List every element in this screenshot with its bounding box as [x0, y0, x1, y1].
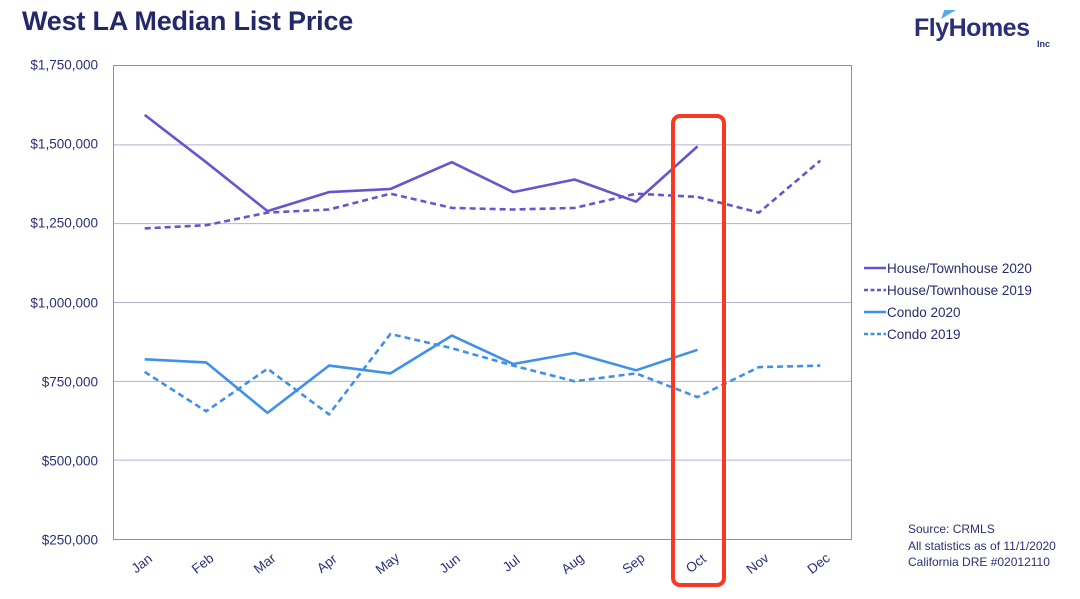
solid-line-icon: [864, 266, 886, 270]
highlight-box-oct: [670, 114, 726, 587]
x-axis-label-jan: Jan: [128, 550, 155, 577]
series-line-condo-2019: [145, 334, 821, 414]
legend-label: Condo 2020: [887, 304, 961, 320]
y-axis-label: $1,750,000: [30, 57, 98, 73]
flyhomes-logo-suffix: Inc: [1036, 39, 1050, 49]
solid-line-icon: [864, 310, 886, 314]
source-line: All statistics as of 11/1/2020: [908, 538, 1056, 553]
y-axis-label: $250,000: [41, 532, 98, 548]
flyhomes-logo: FlyHomes Inc: [914, 10, 1054, 50]
flyhomes-logo-text: FlyHomes: [914, 14, 1030, 42]
x-axis-label-apr: Apr: [313, 551, 340, 576]
y-axis-label: $500,000: [41, 453, 98, 469]
x-axis-label-jul: Jul: [500, 552, 523, 575]
chart-canvas: [114, 66, 851, 539]
flyhomes-flag-icon: [941, 10, 956, 19]
dashed-line-icon: [864, 288, 886, 292]
legend-label: House/Townhouse 2020: [887, 260, 1032, 276]
legend-item: House/Townhouse 2020: [864, 257, 1032, 279]
source-line: Source: CRMLS: [908, 522, 995, 536]
legend-item: Condo 2019: [864, 323, 1032, 345]
x-axis-label-dec: Dec: [804, 550, 833, 577]
chart-plot-area: [113, 65, 852, 540]
legend-label: Condo 2019: [887, 326, 961, 342]
x-axis-label-sep: Sep: [619, 550, 649, 577]
page-title: West LA Median List Price: [22, 6, 354, 36]
chart-legend: House/Townhouse 2020 House/Townhouse 2019…: [864, 257, 1032, 345]
x-axis-label-mar: Mar: [250, 550, 279, 577]
y-axis-label: $1,500,000: [30, 136, 98, 152]
x-axis-label-may: May: [372, 549, 403, 578]
x-axis-label-aug: Aug: [558, 550, 587, 577]
y-axis-label: $750,000: [41, 374, 98, 390]
series-line-condo-2020: [145, 336, 698, 413]
source-note: Source: CRMLS All statistics as of 11/1/2…: [908, 521, 1056, 571]
legend-item: House/Townhouse 2019: [864, 279, 1032, 301]
x-axis-label-nov: Nov: [743, 550, 772, 577]
legend-label: House/Townhouse 2019: [887, 282, 1032, 298]
dashed-line-icon: [864, 332, 886, 336]
y-axis-label: $1,250,000: [30, 215, 98, 231]
source-line: California DRE #02012110: [908, 555, 1050, 570]
legend-item: Condo 2020: [864, 301, 1032, 323]
x-axis-label-feb: Feb: [189, 550, 217, 577]
x-axis-label-jun: Jun: [436, 550, 463, 577]
series-line-house-townhouse-2019: [145, 161, 821, 229]
y-axis-label: $1,000,000: [30, 295, 98, 310]
series-line-house-townhouse-2020: [145, 115, 698, 211]
